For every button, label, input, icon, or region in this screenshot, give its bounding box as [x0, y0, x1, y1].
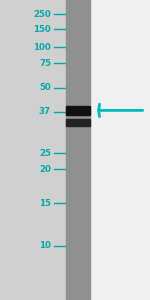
Text: 100: 100	[33, 43, 51, 52]
Bar	[66, 119, 90, 126]
Bar	[90, 0, 150, 300]
Text: 250: 250	[33, 10, 51, 19]
Text: 20: 20	[39, 165, 51, 174]
Text: 50: 50	[39, 83, 51, 92]
Text: 37: 37	[39, 107, 51, 116]
Bar	[0, 0, 66, 300]
Text: 75: 75	[39, 58, 51, 68]
Text: 10: 10	[39, 242, 51, 250]
Text: 15: 15	[39, 199, 51, 208]
Bar	[66, 106, 90, 115]
Text: 150: 150	[33, 25, 51, 34]
Text: 25: 25	[39, 148, 51, 158]
Bar	[66, 0, 90, 300]
